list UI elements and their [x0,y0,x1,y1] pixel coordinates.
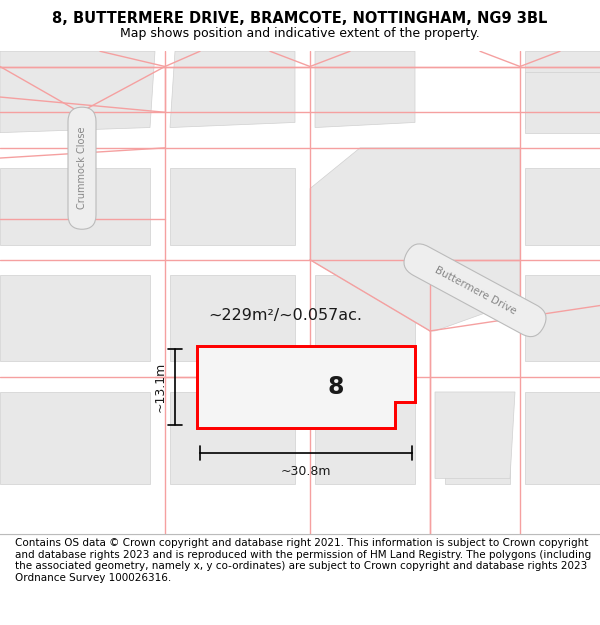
Polygon shape [435,392,515,478]
Polygon shape [525,72,600,132]
Text: Buttermere Drive: Buttermere Drive [433,264,517,316]
Text: ~30.8m: ~30.8m [281,465,331,478]
FancyBboxPatch shape [68,107,96,229]
Text: Map shows position and indicative extent of the property.: Map shows position and indicative extent… [120,27,480,40]
Polygon shape [525,51,600,127]
Polygon shape [0,51,155,132]
Polygon shape [525,275,600,361]
Text: 8: 8 [328,375,344,399]
Text: ~13.1m: ~13.1m [154,362,167,412]
Text: 8, BUTTERMERE DRIVE, BRAMCOTE, NOTTINGHAM, NG9 3BL: 8, BUTTERMERE DRIVE, BRAMCOTE, NOTTINGHA… [52,11,548,26]
Polygon shape [197,346,415,428]
Polygon shape [0,275,150,361]
FancyBboxPatch shape [404,244,546,337]
Text: Crummock Close: Crummock Close [77,127,87,209]
Polygon shape [315,51,415,127]
Polygon shape [170,168,295,244]
Polygon shape [315,275,415,361]
Polygon shape [445,392,510,484]
Polygon shape [525,392,600,484]
Text: Contains OS data © Crown copyright and database right 2021. This information is : Contains OS data © Crown copyright and d… [15,538,591,582]
Polygon shape [525,168,600,244]
Polygon shape [0,168,150,244]
Polygon shape [310,148,520,331]
Polygon shape [0,392,150,484]
Text: ~229m²/~0.057ac.: ~229m²/~0.057ac. [208,308,362,323]
Polygon shape [170,392,295,484]
Polygon shape [170,275,295,361]
Polygon shape [315,392,415,484]
Polygon shape [170,51,295,127]
